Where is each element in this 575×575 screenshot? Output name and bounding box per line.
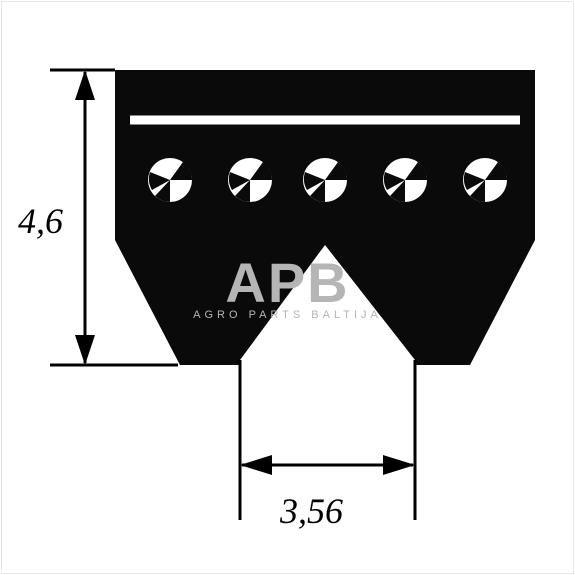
cord-circle — [228, 158, 272, 202]
cord-circle — [303, 158, 347, 202]
diagram-canvas — [0, 0, 575, 575]
cord-circle — [148, 158, 192, 202]
pitch-label: 3,56 — [280, 490, 343, 532]
belt-profile — [115, 70, 535, 365]
height-label: 4,6 — [18, 200, 63, 242]
cord-circle — [463, 158, 507, 202]
cord-circle — [383, 158, 427, 202]
